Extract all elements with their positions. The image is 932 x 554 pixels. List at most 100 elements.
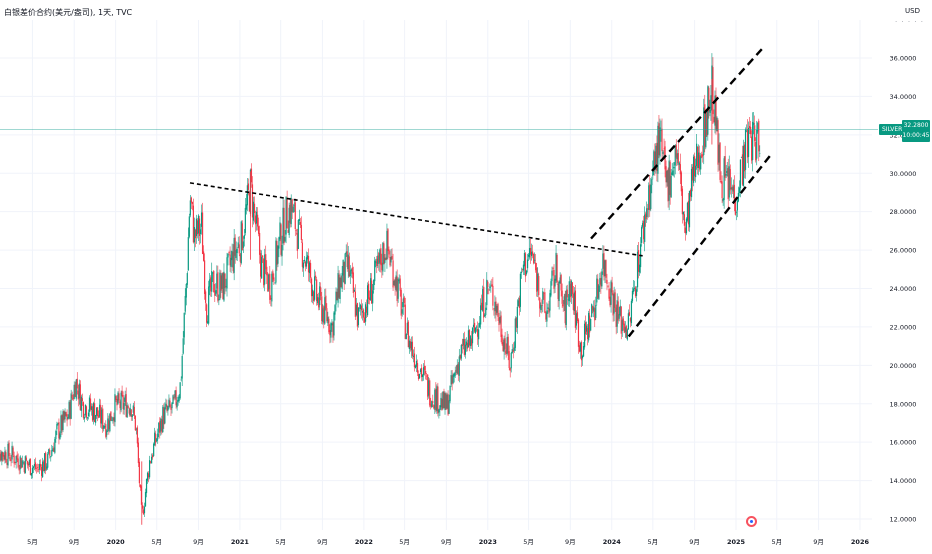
candle-body xyxy=(465,345,466,355)
candle-body xyxy=(254,204,255,213)
trendlines[interactable] xyxy=(190,46,771,336)
chart-title: 白银差价合约(美元/盎司), 1天, TVC xyxy=(4,7,132,18)
candle-body xyxy=(54,439,55,453)
x-tick-label: 2024 xyxy=(603,538,622,546)
candle-body xyxy=(552,268,553,269)
candle-body xyxy=(284,237,285,242)
candle-body xyxy=(277,246,278,264)
candle-body xyxy=(556,255,557,282)
candle-body xyxy=(605,260,606,278)
candle-body xyxy=(325,296,326,309)
candle-body xyxy=(12,448,13,456)
x-tick-label: 2025 xyxy=(727,538,746,546)
price-tag-countdown: 10:00:45 xyxy=(902,131,930,141)
candle-body xyxy=(700,156,701,169)
candle-body xyxy=(606,280,607,284)
candle-body xyxy=(740,160,741,189)
candle-body xyxy=(450,386,451,402)
candle-body xyxy=(484,315,485,316)
y-tick-label: 20.0000 xyxy=(890,362,917,370)
candle-body xyxy=(183,338,184,353)
candle-body xyxy=(737,201,738,211)
candle-body xyxy=(681,172,682,191)
candle-body xyxy=(239,244,240,253)
candle-body xyxy=(134,407,135,416)
candle-body xyxy=(590,319,591,331)
candle-body xyxy=(611,282,612,292)
candle-body xyxy=(432,401,433,403)
candle-body xyxy=(49,450,50,455)
candle-body xyxy=(455,372,456,376)
channel-trendline[interactable] xyxy=(629,154,772,336)
candle-body xyxy=(186,284,187,298)
candle-body xyxy=(682,189,683,215)
x-tick-label: 5月 xyxy=(275,538,286,546)
y-tick-label: 30.0000 xyxy=(890,170,917,178)
candle-body xyxy=(110,411,111,420)
candle-body xyxy=(72,395,73,398)
grid-lines xyxy=(0,20,872,530)
candle-body xyxy=(595,305,596,318)
candle-body xyxy=(461,345,462,359)
candle-body xyxy=(182,356,183,379)
candle-body xyxy=(750,127,751,134)
candle-body xyxy=(257,215,258,227)
candle-body xyxy=(251,169,252,183)
candle-body xyxy=(627,329,628,339)
candle-body xyxy=(237,249,238,253)
candle-body xyxy=(561,275,562,290)
candle-body xyxy=(748,128,749,157)
candle-body xyxy=(164,407,165,424)
candle-body xyxy=(206,304,207,322)
candle-body xyxy=(315,276,316,278)
candle-body xyxy=(372,290,373,303)
candle-body xyxy=(248,184,249,190)
candle-body xyxy=(756,130,757,159)
candle-body xyxy=(95,415,96,423)
channel-trendline[interactable] xyxy=(591,46,764,238)
candle-body xyxy=(615,292,616,308)
x-tick-label: 9月 xyxy=(193,538,204,546)
currency-label[interactable]: USD xyxy=(905,7,920,15)
candle-body xyxy=(632,291,633,301)
candle-body xyxy=(304,260,305,261)
candle-body xyxy=(633,288,634,291)
candle-body xyxy=(187,273,188,285)
x-tick-label: 5月 xyxy=(523,538,534,546)
candle-body xyxy=(429,380,430,405)
candle-body xyxy=(542,291,543,304)
y-tick-label: 34.0000 xyxy=(890,93,917,101)
candle-body xyxy=(607,287,608,288)
candle-body xyxy=(177,402,178,407)
candle-body xyxy=(227,254,228,258)
candle-body xyxy=(301,225,302,240)
candle-body xyxy=(753,123,754,125)
candle-body xyxy=(400,279,401,291)
candle-body xyxy=(300,222,301,225)
candle-body xyxy=(752,122,753,160)
candle-body xyxy=(505,338,506,349)
candle-body xyxy=(719,143,720,180)
candle-body xyxy=(281,245,282,256)
candle-body xyxy=(106,431,107,435)
candle-body xyxy=(274,283,275,284)
candle-body xyxy=(303,263,304,269)
x-tick-label: 9月 xyxy=(317,538,328,546)
candle-body xyxy=(137,427,138,443)
candle-body xyxy=(26,458,27,461)
candle-body xyxy=(299,219,300,221)
candle-body xyxy=(526,271,527,274)
candle-body xyxy=(478,329,479,339)
candle-body xyxy=(661,129,662,151)
event-flag-icon[interactable] xyxy=(746,516,757,527)
candle-body xyxy=(551,271,552,282)
x-tick-label: 2026 xyxy=(851,538,870,546)
candle-body xyxy=(521,272,522,273)
candle-body xyxy=(628,313,629,329)
candle-body xyxy=(245,208,246,233)
candle-body xyxy=(412,342,413,356)
candle-body xyxy=(425,371,426,374)
